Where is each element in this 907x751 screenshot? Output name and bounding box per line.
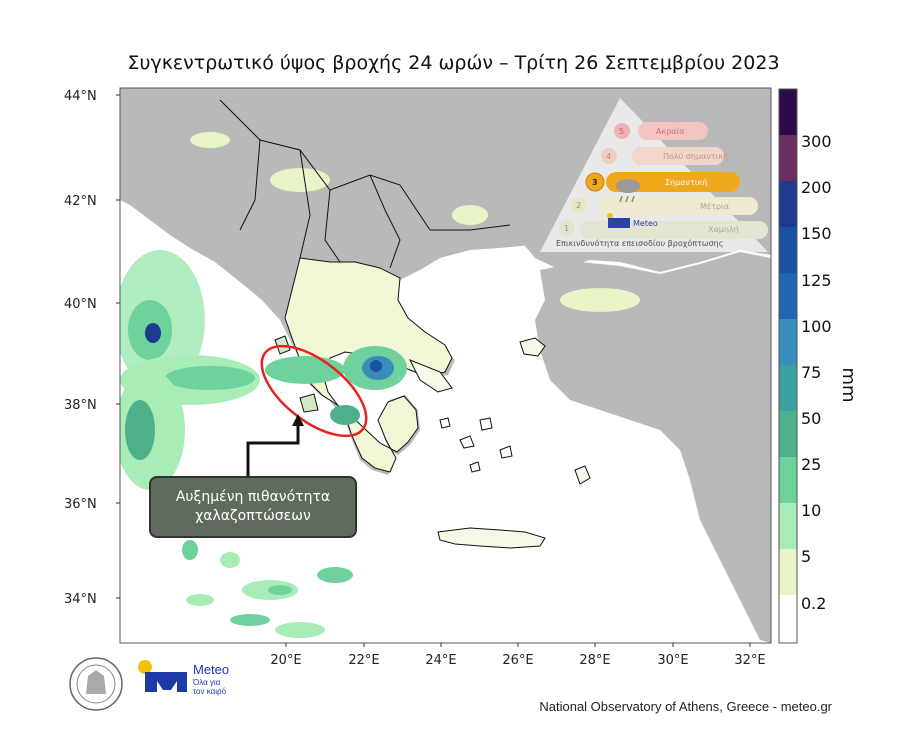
lon-tick-32: 32°E: [734, 653, 765, 668]
cb-label-150: 150: [801, 224, 832, 243]
warn-label-3: Σημαντική: [665, 178, 707, 187]
hail-callout-box: Αυξημένη πιθανότητα χαλαζοπτώσεων: [149, 476, 357, 538]
cb-swatch-6: [779, 365, 797, 411]
lon-tick-28: 28°E: [579, 653, 610, 668]
cloud-rain-icon: [616, 179, 640, 203]
hail-risk-circle: [260, 344, 368, 438]
lon-tick-20: 20°E: [270, 653, 301, 668]
precipitation-shading: [120, 132, 640, 638]
latitude-axis: 44°N 42°N 40°N 38°N 36°N 34°N: [64, 89, 120, 607]
map-area: 5 4 3 2 1 Ακραία Πολύ σημαντική Σημαντικ…: [120, 88, 771, 643]
cb-label-75: 75: [801, 363, 821, 382]
callout-arrow-head: [292, 414, 304, 426]
svg-text:5: 5: [619, 127, 624, 136]
meteo-logo-name: Meteo: [193, 662, 230, 677]
cb-swatch-4: [779, 273, 797, 319]
callout-arrow: [246, 424, 300, 476]
colorbar: 300 200 150 125 100 75 50 25 10 5 0.2 mm: [778, 88, 859, 644]
turkey-land: [535, 252, 771, 643]
longitude-axis: 20°E 22°E 24°E 26°E 28°E 30°E 32°E: [270, 643, 766, 668]
cb-label-125: 125: [801, 271, 832, 290]
svg-text:3: 3: [592, 178, 598, 187]
cb-label-100: 100: [801, 317, 832, 336]
country-borders: [219, 99, 511, 269]
lesvos: [519, 337, 546, 357]
lat-tick-34: 34°N: [64, 592, 97, 607]
map-title: Συγκεντρωτικό ύψος βροχής 24 ωρών – Τρίτ…: [127, 52, 780, 74]
warn-label-1: Χαμηλή: [708, 225, 739, 234]
lon-tick-24: 24°E: [425, 653, 456, 668]
warn-label-5: Ακραία: [656, 127, 685, 136]
euboea: [408, 359, 453, 393]
cb-label-0-2: 0.2: [801, 594, 826, 613]
lon-tick-22: 22°E: [348, 653, 379, 668]
warning-brand: Meteo: [633, 219, 658, 228]
rhodes: [574, 465, 591, 485]
svg-text:1: 1: [564, 224, 569, 233]
warn-label-2: Μέτρια: [700, 201, 729, 211]
cb-swatch-8: [779, 457, 797, 503]
cb-label-25: 25: [801, 455, 821, 474]
warn-label-4: Πολύ σημαντική: [663, 151, 728, 161]
cb-swatch-3: [779, 227, 797, 273]
credit-line: National Observatory of Athens, Greece -…: [539, 699, 832, 714]
greece-mainland: [284, 257, 453, 473]
lon-tick-26: 26°E: [502, 653, 533, 668]
lat-tick-40: 40°N: [64, 297, 97, 312]
cb-swatch-2: [779, 181, 797, 227]
cb-swatch-5: [779, 319, 797, 365]
noa-seal-icon: [69, 657, 123, 711]
cb-swatch-9: [779, 503, 797, 549]
cb-swatch-0: [779, 89, 797, 135]
cb-swatch-1: [779, 135, 797, 181]
crete: [437, 527, 546, 549]
cb-swatch-7: [779, 411, 797, 457]
cb-label-10: 10: [801, 501, 821, 520]
svg-text:2: 2: [576, 201, 581, 210]
svg-text:4: 4: [606, 152, 611, 161]
meteo-logo-tagline: Όλα για τον καιρό: [193, 678, 227, 696]
cb-swatch-10: [779, 549, 797, 595]
lat-tick-38: 38°N: [64, 398, 97, 413]
cb-label-5: 5: [801, 547, 811, 566]
lat-tick-44: 44°N: [64, 89, 97, 104]
cb-swatch-11: [779, 595, 797, 643]
lat-tick-42: 42°N: [64, 194, 97, 209]
lat-tick-36: 36°N: [64, 497, 97, 512]
meteo-small-logo-icon: Meteo: [607, 213, 658, 228]
cb-label-300: 300: [801, 132, 832, 151]
cb-label-200: 200: [801, 178, 832, 197]
warning-scale-overlay: 5 4 3 2 1 Ακραία Πολύ σημαντική Σημαντικ…: [540, 98, 768, 252]
meteo-logo-icon: [138, 660, 187, 692]
warning-caption: Επικινδυνότητα επεισοδίου βροχόπτωσης: [556, 238, 723, 248]
cyclades: [439, 417, 513, 473]
cb-label-50: 50: [801, 409, 821, 428]
colorbar-units: mm: [838, 367, 859, 402]
lon-tick-30: 30°E: [657, 653, 688, 668]
